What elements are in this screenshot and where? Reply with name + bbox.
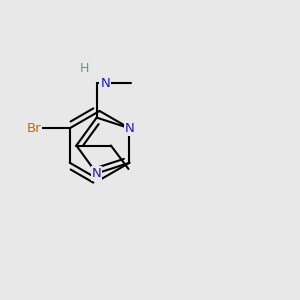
Text: Br: Br — [27, 122, 41, 135]
Text: N: N — [92, 167, 101, 180]
Text: H: H — [80, 61, 89, 74]
Text: N: N — [100, 76, 110, 90]
Text: N: N — [124, 122, 134, 135]
